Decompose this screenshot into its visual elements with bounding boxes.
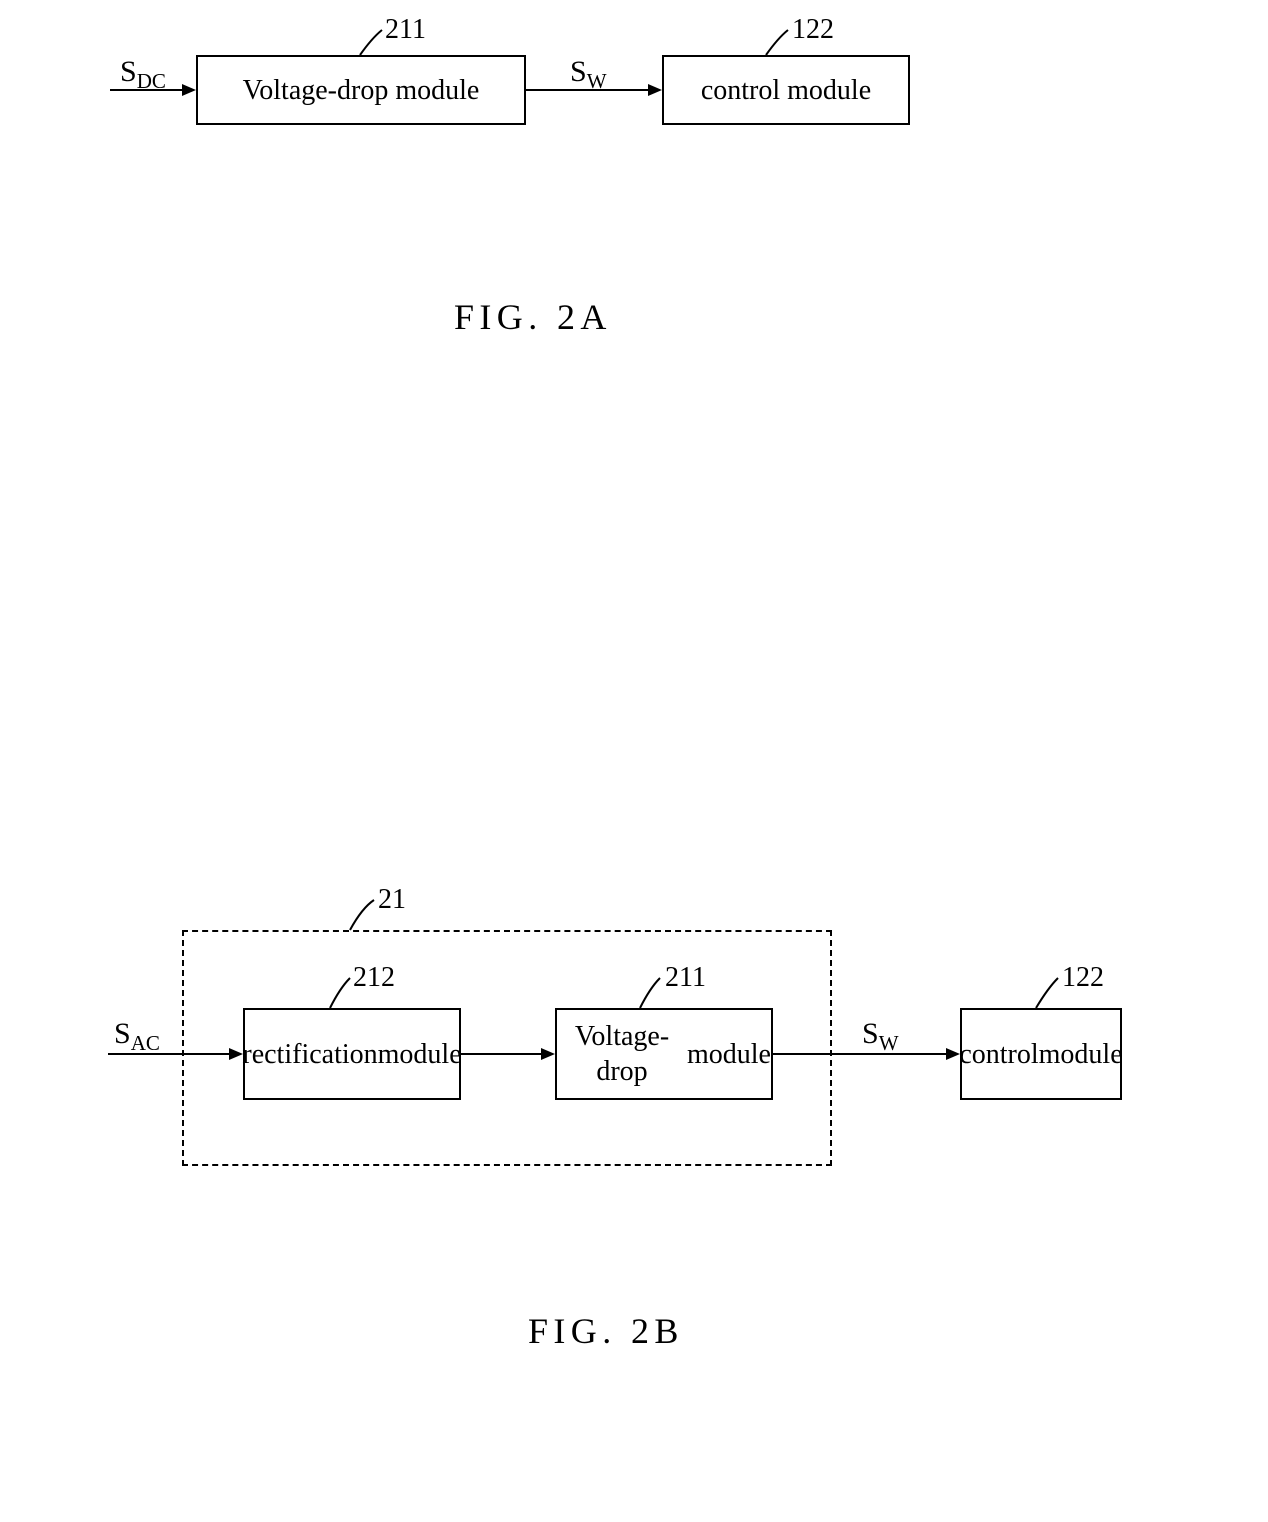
svg-overlay <box>0 0 1268 1522</box>
figB-control-box: controlmodule <box>960 1008 1122 1100</box>
figA-control-ref: 122 <box>792 14 834 46</box>
figB-signal-sac: SAC <box>114 1017 160 1056</box>
figA-signal-sdc: SDC <box>120 55 166 94</box>
figA-control-box: control module <box>662 55 910 125</box>
figA-caption: FIG. 2A <box>454 296 612 338</box>
figB-control-ref: 122 <box>1062 962 1104 994</box>
figB-caption: FIG. 2B <box>528 1310 684 1352</box>
figB-voltage-drop-ref: 211 <box>665 962 706 994</box>
diagram-canvas: SDC Voltage-drop module 211 SW control modul… <box>0 0 1268 1522</box>
figB-voltage-drop-box: Voltage-dropmodule <box>555 1008 773 1100</box>
figB-group-ref: 21 <box>378 884 406 916</box>
figB-rectification-box: rectificationmodule <box>243 1008 461 1100</box>
figB-signal-sw: SW <box>862 1017 899 1056</box>
figA-voltage-drop-ref: 211 <box>385 14 426 46</box>
figA-signal-sw: SW <box>570 55 607 94</box>
figB-rectification-ref: 212 <box>353 962 395 994</box>
figA-voltage-drop-box: Voltage-drop module <box>196 55 526 125</box>
